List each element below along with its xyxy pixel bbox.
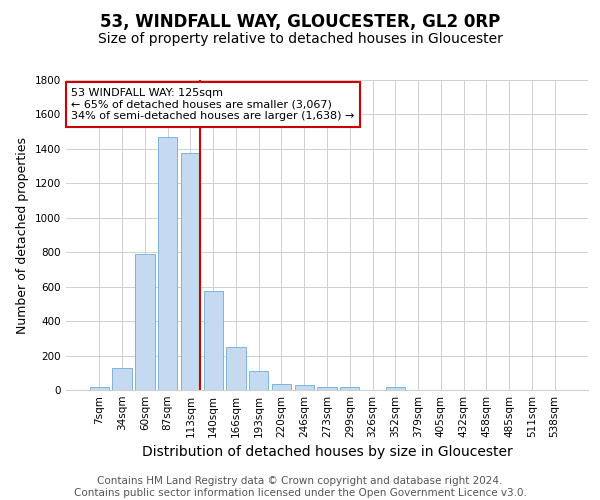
Text: Size of property relative to detached houses in Gloucester: Size of property relative to detached ho… [98,32,502,46]
Bar [181,153,200,390]
Bar [386,386,405,390]
X-axis label: Distribution of detached houses by size in Gloucester: Distribution of detached houses by size … [142,446,512,460]
Bar [158,137,178,390]
Bar [203,291,223,390]
Bar [226,347,245,390]
Bar [272,384,291,390]
Bar [317,386,337,390]
Y-axis label: Number of detached properties: Number of detached properties [16,136,29,334]
Bar [90,388,109,390]
Text: 53, WINDFALL WAY, GLOUCESTER, GL2 0RP: 53, WINDFALL WAY, GLOUCESTER, GL2 0RP [100,12,500,30]
Text: 53 WINDFALL WAY: 125sqm
← 65% of detached houses are smaller (3,067)
34% of semi: 53 WINDFALL WAY: 125sqm ← 65% of detache… [71,88,355,121]
Bar [249,371,268,390]
Bar [112,368,132,390]
Bar [295,385,314,390]
Bar [340,388,359,390]
Bar [135,254,155,390]
Text: Contains HM Land Registry data © Crown copyright and database right 2024.
Contai: Contains HM Land Registry data © Crown c… [74,476,526,498]
